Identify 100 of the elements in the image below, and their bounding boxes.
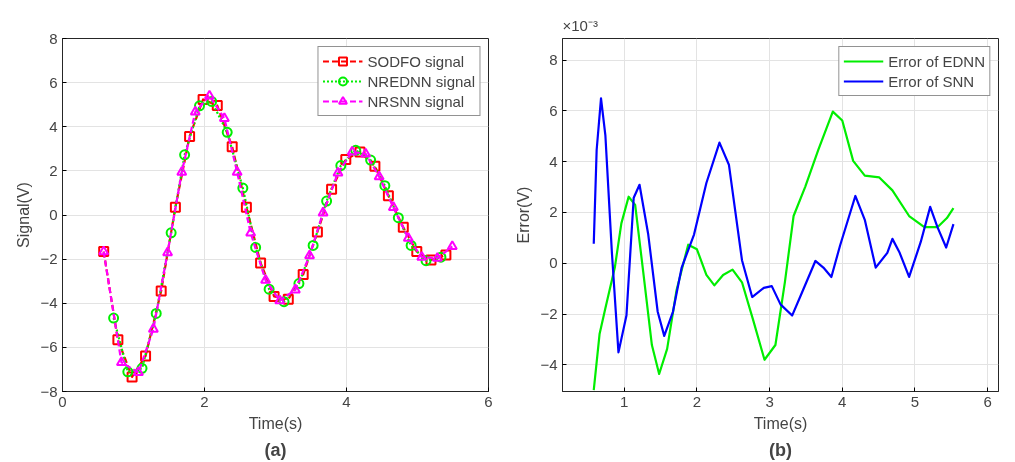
point bbox=[304, 249, 316, 260]
y-axis-title: Signal(V) bbox=[15, 182, 33, 248]
point bbox=[132, 366, 144, 377]
y-tick-label: 0 bbox=[549, 254, 558, 272]
point bbox=[115, 356, 127, 366]
x-tick-label: 6 bbox=[484, 392, 493, 410]
point bbox=[293, 278, 305, 290]
y-tick-label: 2 bbox=[549, 203, 558, 221]
point bbox=[231, 166, 243, 176]
point bbox=[387, 201, 399, 211]
point bbox=[136, 362, 148, 374]
point bbox=[326, 183, 338, 195]
x-tick-label: 2 bbox=[200, 392, 209, 410]
point bbox=[240, 201, 252, 213]
point bbox=[307, 239, 319, 251]
point bbox=[108, 312, 120, 324]
point bbox=[184, 130, 196, 142]
y-tick-label: −4 bbox=[540, 355, 558, 373]
x-tick-label: 1 bbox=[620, 392, 629, 410]
point bbox=[122, 366, 134, 378]
y-tick-label: −2 bbox=[540, 305, 558, 323]
legend-label: NREDNN signal bbox=[367, 72, 475, 90]
point bbox=[260, 273, 272, 284]
point bbox=[373, 170, 385, 181]
point bbox=[402, 231, 414, 242]
point bbox=[237, 182, 249, 194]
point bbox=[268, 290, 280, 302]
legend-label: Error of EDNN bbox=[888, 52, 985, 70]
x-tick-label: 4 bbox=[342, 392, 351, 410]
point bbox=[346, 145, 358, 156]
point bbox=[350, 144, 362, 156]
point bbox=[162, 246, 174, 257]
point bbox=[369, 160, 381, 172]
point bbox=[411, 246, 423, 258]
point bbox=[278, 296, 290, 308]
point bbox=[126, 371, 138, 383]
x-axis-title: Time(s) bbox=[248, 414, 303, 432]
point bbox=[335, 160, 347, 172]
point bbox=[354, 146, 366, 158]
x-axis-title: Time(s) bbox=[753, 414, 808, 432]
point bbox=[165, 227, 177, 239]
point bbox=[206, 95, 218, 107]
point bbox=[360, 147, 372, 158]
legend-label: SODFO signal bbox=[367, 52, 465, 70]
point bbox=[392, 212, 404, 224]
x-tick-label: 2 bbox=[692, 392, 702, 410]
point bbox=[274, 294, 286, 305]
x-tick-label: 4 bbox=[838, 392, 847, 410]
point bbox=[440, 249, 452, 261]
text: ×10⁻³ bbox=[562, 16, 598, 34]
point bbox=[420, 255, 432, 267]
y-tick-label: 2 bbox=[49, 161, 58, 179]
point bbox=[321, 195, 333, 207]
line-series bbox=[592, 110, 955, 392]
point bbox=[297, 269, 309, 281]
point bbox=[317, 206, 329, 217]
point bbox=[211, 100, 223, 112]
y-tick-label: 6 bbox=[549, 101, 558, 119]
point bbox=[255, 257, 267, 269]
point bbox=[179, 149, 191, 161]
legend-label: NRSNN signal bbox=[367, 92, 465, 110]
y-tick-label: 4 bbox=[549, 152, 558, 170]
y-tick-label: −8 bbox=[40, 382, 58, 400]
y-axis-title: Error(V) bbox=[515, 186, 533, 244]
point bbox=[340, 153, 352, 165]
x-tick-label: 6 bbox=[983, 392, 992, 410]
x-tick-label: 3 bbox=[765, 392, 774, 410]
point bbox=[282, 293, 294, 305]
text: (b) bbox=[769, 439, 792, 460]
point bbox=[245, 226, 257, 237]
point bbox=[416, 250, 428, 261]
line-series bbox=[592, 97, 955, 354]
point bbox=[150, 307, 162, 319]
point bbox=[189, 105, 201, 116]
y-tick-label: 8 bbox=[49, 29, 58, 47]
point bbox=[250, 241, 262, 253]
point bbox=[382, 190, 394, 202]
legend-label: Error of SNN bbox=[888, 72, 975, 90]
point bbox=[221, 126, 233, 138]
y-tick-label: 6 bbox=[49, 73, 58, 91]
point bbox=[218, 112, 230, 122]
y-tick-label: 8 bbox=[549, 51, 558, 69]
point bbox=[435, 251, 447, 263]
point bbox=[197, 93, 209, 105]
point bbox=[263, 283, 275, 295]
point bbox=[425, 254, 437, 266]
point bbox=[203, 89, 215, 100]
point bbox=[155, 285, 167, 297]
y-tick-label: 4 bbox=[49, 117, 58, 135]
x-tick-label: 5 bbox=[910, 392, 920, 410]
point bbox=[140, 350, 152, 362]
point bbox=[365, 154, 377, 166]
point bbox=[289, 283, 301, 294]
point bbox=[397, 221, 409, 233]
point bbox=[332, 166, 344, 177]
point bbox=[147, 322, 159, 333]
point bbox=[112, 334, 124, 346]
y-tick-label: −2 bbox=[40, 250, 58, 268]
y-tick-label: −4 bbox=[40, 294, 58, 312]
point bbox=[226, 141, 238, 153]
